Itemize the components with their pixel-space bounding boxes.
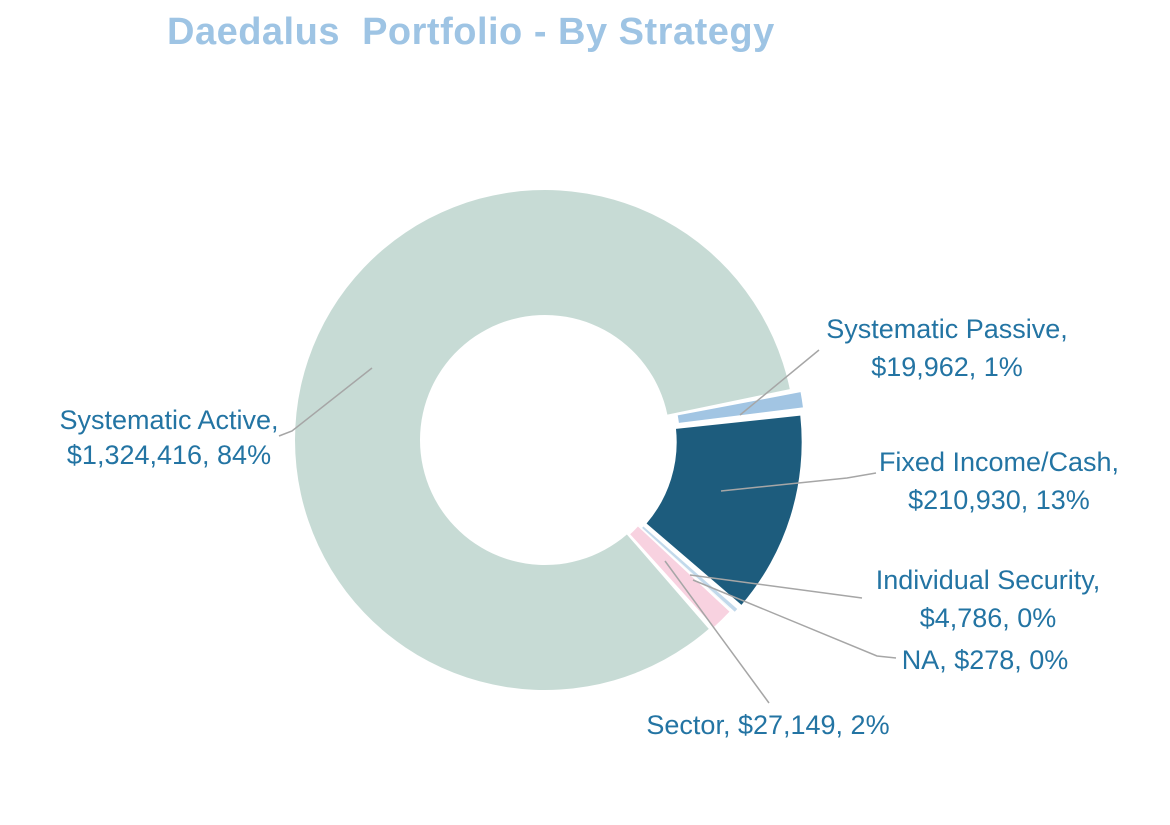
slice-sector[interactable] bbox=[630, 526, 730, 627]
data-label-fixed-income-cash: Fixed Income/Cash, $210,930, 13% bbox=[879, 447, 1119, 515]
slice-individual-security[interactable] bbox=[642, 526, 738, 612]
data-label-na: NA, $278, 0% bbox=[902, 645, 1069, 675]
data-label-individual-security: Individual Security, $4,786, 0% bbox=[876, 565, 1101, 633]
data-label-sector: Sector, $27,149, 2% bbox=[646, 710, 889, 740]
slice-na[interactable] bbox=[637, 524, 730, 609]
leader-line-na bbox=[692, 579, 897, 659]
leader-line-sector bbox=[664, 560, 770, 704]
leader-line-systematic-passive bbox=[739, 349, 820, 416]
leader-line-fixed-income-cash bbox=[720, 472, 877, 492]
slice-systematic-passive[interactable] bbox=[677, 392, 803, 423]
leader-line-systematic-active bbox=[278, 367, 373, 437]
data-labels: Systematic Active, $1,324,416, 84% Systema… bbox=[59, 314, 1119, 740]
slice-fixed-income-cash[interactable] bbox=[646, 415, 802, 605]
chart-title: Daedalus Portfolio - By Strategy bbox=[167, 11, 775, 53]
data-label-systematic-passive: Systematic Passive, $19,962, 1% bbox=[826, 314, 1068, 382]
slice-systematic-active[interactable] bbox=[295, 189, 790, 690]
plot-area bbox=[295, 189, 803, 690]
data-label-systematic-active: Systematic Active, $1,324,416, 84% bbox=[59, 405, 278, 470]
leader-line-individual-security bbox=[689, 574, 863, 599]
leader-lines bbox=[278, 349, 897, 704]
